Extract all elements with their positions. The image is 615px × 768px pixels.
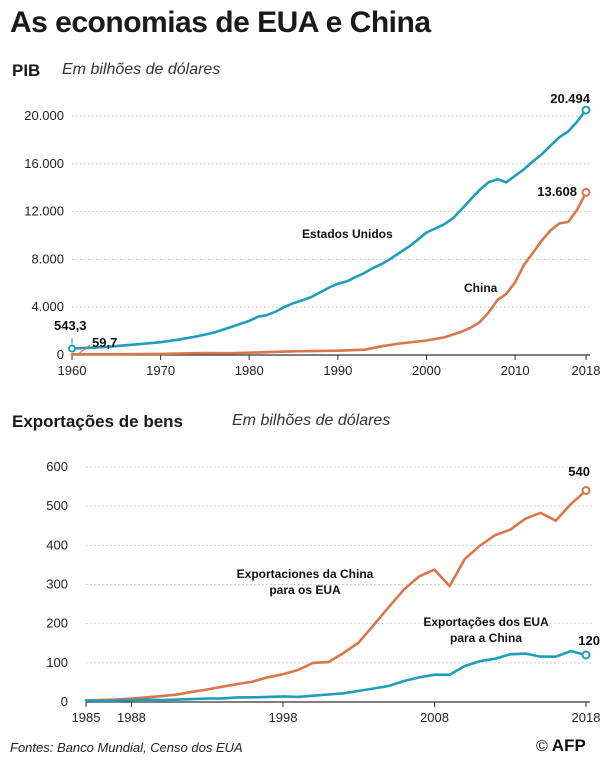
pib-chart-title: PIB (12, 61, 41, 80)
page-title: As economias de EUA e China (10, 6, 431, 39)
source-note: Fontes: Banco Mundial, Censo dos EUA (10, 740, 243, 755)
y-tick-label: 400 (46, 537, 68, 552)
end-point-marker (581, 486, 591, 495)
series-line-0 (84, 489, 588, 702)
y-tick-label: 600 (46, 459, 68, 474)
series-line-0 (70, 108, 588, 350)
china-start-label: 59,7 (92, 335, 117, 350)
usa-end-label: 20.494 (550, 91, 591, 106)
x-tick-label: 2018 (572, 710, 601, 725)
usa-exports-series-label-2: para a China (450, 631, 522, 645)
y-tick-label: 20.000 (24, 108, 64, 123)
pib-line-chart: 0 4.000 8.000 12.000 16.000 20.000 1960 1970 198… (24, 91, 601, 378)
end-point-marker (581, 650, 591, 660)
y-tick-label: 4.000 (31, 299, 64, 314)
start-point-marker (68, 344, 76, 353)
y-tick-label: 0 (61, 694, 68, 709)
x-tick-label: 1980 (235, 363, 264, 378)
china-exports-series-label-2: para os EUA (269, 583, 341, 597)
x-tick-label: 2010 (501, 363, 530, 378)
x-tick-label: 1985 (72, 710, 101, 725)
china-exports-series-label: Exportaciones da China (237, 567, 374, 581)
china-end-label: 13.608 (537, 184, 577, 199)
y-tick-label: 8.000 (31, 251, 64, 266)
exports-chart-title: Exportações de bens (12, 412, 184, 431)
x-tick-label: 1960 (58, 363, 87, 378)
usa-start-label: 543,3 (54, 318, 87, 333)
x-tick-label: 2018 (572, 363, 601, 378)
x-tick-label: 2000 (412, 363, 441, 378)
agency-name: AFP (551, 736, 586, 755)
china-series-label: China (464, 281, 498, 295)
usa-exports-series-label: Exportações dos EUA (423, 615, 549, 629)
afp-logo: © AFP (536, 736, 586, 756)
x-tick-label: 1998 (269, 710, 298, 725)
usa-exports-end-label: 120 (578, 633, 600, 648)
end-point-marker (581, 187, 591, 197)
y-tick-label: 200 (46, 616, 68, 631)
y-tick-label: 100 (46, 655, 68, 670)
exports-chart-subtitle: Em bilhões de dólares (232, 412, 391, 429)
series-line-1 (84, 649, 588, 703)
x-tick-label: 1990 (323, 363, 352, 378)
x-tick-label: 1988 (117, 710, 146, 725)
y-tick-label: 16.000 (24, 156, 64, 171)
y-tick-label: 0 (57, 347, 64, 362)
y-tick-label: 500 (46, 498, 68, 513)
end-point-marker (581, 105, 591, 115)
x-tick-label: 2008 (420, 710, 449, 725)
usa-series-label: Estados Unidos (302, 227, 393, 241)
series-line-1 (70, 191, 588, 356)
pib-chart-subtitle: Em bilhões de dólares (62, 61, 221, 78)
y-tick-label: 300 (46, 577, 68, 592)
x-tick-label: 1970 (146, 363, 175, 378)
exports-line-chart: 0 100 200 300 400 500 600 1985 1988 1998 2008 2018 5… (46, 459, 601, 725)
copyright-symbol: © (536, 738, 548, 755)
y-tick-label: 12.000 (24, 204, 64, 219)
label-leader (77, 344, 91, 355)
china-exports-end-label: 540 (568, 464, 590, 479)
